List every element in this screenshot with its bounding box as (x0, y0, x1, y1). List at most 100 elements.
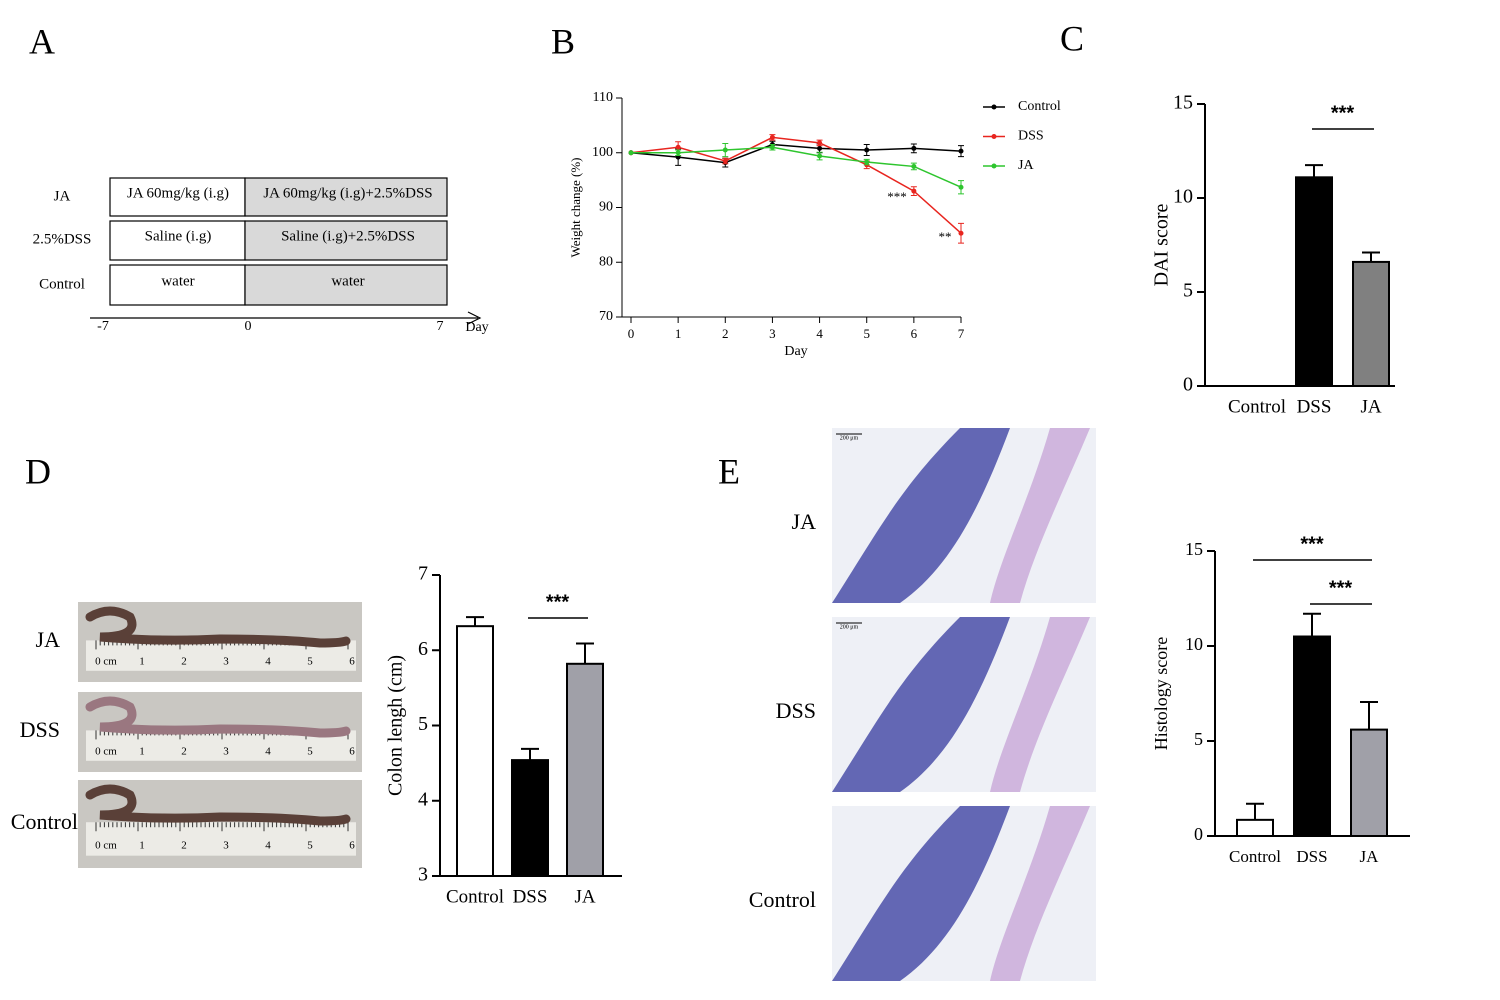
ruler-label: 5 (307, 840, 313, 852)
annotation: *** (887, 189, 907, 204)
box-text: water (161, 273, 194, 289)
point (769, 144, 775, 150)
ruler-label: 2 (181, 840, 187, 852)
legend-marker (991, 104, 997, 110)
y-tick-label: 5 (418, 713, 428, 735)
point (958, 230, 964, 236)
significance-label: *** (1329, 577, 1353, 599)
y-tick-label: 15 (1185, 539, 1203, 559)
x-tick-label: DSS (1296, 847, 1327, 866)
diagram-boxes (90, 177, 482, 325)
muscle-layer (990, 806, 1090, 981)
legend-label: DSS (1018, 129, 1044, 144)
point (864, 147, 870, 153)
panel-label: D (25, 451, 51, 491)
ruler-label: 1 (139, 746, 145, 758)
ruler-label: 2 (181, 746, 187, 758)
photo-label: JA (36, 627, 61, 652)
axis-label: -7 (97, 319, 109, 334)
photo-label: DSS (20, 717, 60, 742)
panel-label: B (551, 21, 575, 61)
bar (1295, 176, 1333, 387)
ruler-label: 6 (349, 656, 355, 668)
point (817, 145, 823, 151)
ruler-label: 6 (349, 840, 355, 852)
annotation: ** (939, 229, 952, 244)
ruler-label: 6 (349, 746, 355, 758)
x-tick-label: 2 (722, 326, 729, 341)
ruler-label: 0 cm (95, 746, 117, 758)
ruler-label: 0 cm (95, 840, 117, 852)
point (722, 147, 728, 153)
y-tick-label: 100 (592, 145, 613, 160)
line (630, 136, 962, 234)
axis-label: 7 (437, 319, 444, 334)
x-axis-title: Day (784, 344, 807, 359)
box-text: water (331, 273, 364, 289)
photo-label: Control (11, 809, 78, 834)
ruler-label: 1 (139, 656, 145, 668)
ruler-label: 4 (265, 746, 271, 758)
ruler (86, 822, 356, 856)
error-bar (576, 642, 594, 664)
muscle-layer (990, 428, 1090, 603)
x-tick-label: 3 (769, 326, 776, 341)
colon (85, 606, 351, 648)
y-tick-label: 0 (1183, 374, 1193, 396)
histology-label: DSS (776, 698, 816, 723)
y-axis-title: Weight change (%) (568, 157, 583, 257)
y-tick-label: 70 (599, 309, 613, 324)
panel-label: C (1060, 18, 1084, 58)
error-bar (466, 616, 484, 627)
ruler-label: 5 (307, 746, 313, 758)
bar (1236, 818, 1274, 837)
y-tick-label: 15 (1173, 92, 1193, 114)
tissue (832, 617, 1010, 792)
axis-title: Day (465, 320, 488, 335)
point (864, 159, 870, 165)
x-tick-label: JA (574, 886, 595, 907)
ruler-label: 2 (181, 656, 187, 668)
error-bar (1362, 251, 1380, 262)
y-tick-label: 7 (418, 563, 428, 585)
colon (85, 696, 351, 738)
row-label: JA (54, 188, 71, 204)
legend-marker (991, 163, 997, 169)
legend-label: Control (1018, 99, 1061, 114)
ruler-label: 4 (265, 656, 271, 668)
box-text: JA 60mg/kg (i.g) (127, 185, 229, 201)
point (769, 134, 775, 140)
bar (456, 625, 494, 877)
error-bar (521, 747, 539, 761)
y-tick-label: 6 (418, 638, 428, 660)
y-tick-label: 90 (599, 200, 613, 215)
y-tick-label: 5 (1194, 729, 1203, 749)
panel-label: E (718, 451, 740, 491)
error-bar (1246, 802, 1264, 820)
axis-label: 0 (245, 319, 252, 334)
y-axis-title: Histology score (1151, 637, 1171, 750)
point (675, 144, 681, 150)
y-tick-label: 5 (1183, 280, 1193, 302)
ruler-label: 3 (223, 840, 229, 852)
x-tick-label: 6 (911, 326, 918, 341)
y-tick-label: 80 (599, 254, 613, 269)
ruler-label: 3 (223, 656, 229, 668)
significance-label: *** (1331, 102, 1355, 124)
scale-bar-label: 200 μm (840, 435, 859, 441)
point (911, 163, 917, 169)
error-bar (1360, 701, 1378, 730)
x-tick-label: Control (446, 886, 504, 907)
x-tick-label: DSS (513, 886, 548, 907)
y-axis-title: Colon lengh (cm) (385, 655, 407, 796)
y-tick-label: 10 (1173, 186, 1193, 208)
point (911, 188, 917, 194)
x-tick-label: Control (1229, 847, 1281, 866)
x-tick-label: 4 (816, 326, 823, 341)
box-text: Saline (i.g) (145, 228, 212, 244)
ruler-label: 5 (307, 656, 313, 668)
row-label: 2.5%DSS (33, 231, 92, 247)
y-tick-label: 0 (1194, 824, 1203, 844)
tissue (832, 428, 1010, 603)
legend-label: JA (1018, 158, 1034, 173)
